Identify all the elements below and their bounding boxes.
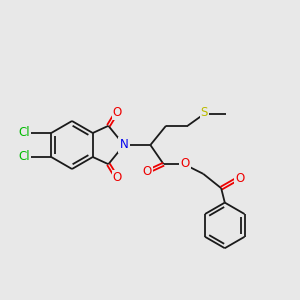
Text: Cl: Cl <box>18 151 30 164</box>
Text: O: O <box>113 106 122 119</box>
Text: O: O <box>142 165 152 178</box>
Text: O: O <box>113 171 122 184</box>
Text: N: N <box>120 139 128 152</box>
Text: O: O <box>180 157 190 170</box>
Text: O: O <box>236 172 244 185</box>
Text: S: S <box>201 106 208 119</box>
Text: Cl: Cl <box>18 127 30 140</box>
